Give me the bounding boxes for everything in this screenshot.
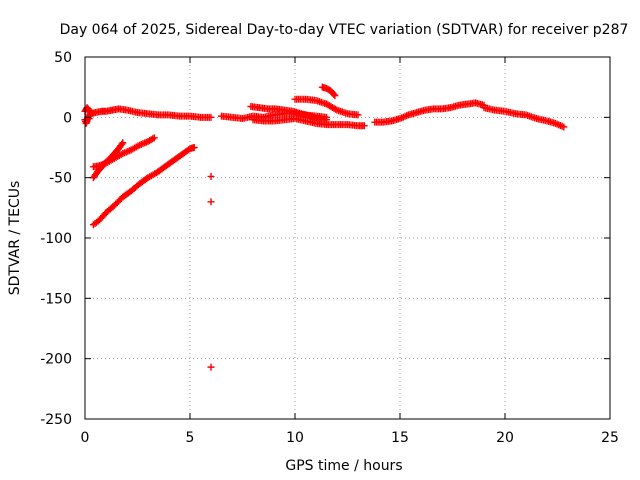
data-point	[560, 123, 568, 131]
x-tick-label: 15	[391, 430, 409, 446]
data-point	[150, 134, 158, 142]
x-tick-label: 10	[286, 430, 304, 446]
data-point	[85, 115, 93, 123]
data-point	[332, 105, 339, 113]
data-point	[354, 111, 362, 119]
y-tick-label: 50	[54, 50, 72, 66]
y-tick-label: 0	[63, 110, 72, 126]
x-tick-label: 25	[601, 430, 619, 446]
y-tick-labels: -250 -200 -150 -100 -50 0 50	[40, 50, 72, 428]
y-tick-label: -150	[40, 291, 72, 307]
x-tick-labels: 0 5 10 15 20 25	[81, 430, 619, 446]
chart-title: Day 064 of 2025, Sidereal Day-to-day VTE…	[60, 22, 629, 38]
data-point	[207, 363, 215, 371]
data-point	[207, 172, 215, 180]
data-point	[118, 140, 126, 148]
y-tick-label: -50	[49, 171, 72, 187]
data-point	[119, 139, 127, 147]
x-axis-title: GPS time / hours	[285, 458, 402, 474]
data-point	[207, 113, 215, 121]
x-tick-label: 0	[81, 430, 90, 446]
data-point	[360, 122, 368, 130]
data-point	[331, 92, 339, 100]
axis-ticks	[84, 56, 611, 420]
data-point	[149, 135, 157, 143]
x-tick-label: 5	[186, 430, 195, 446]
x-tick-label: 20	[496, 430, 514, 446]
y-tick-label: -250	[40, 412, 72, 428]
data-point	[190, 144, 198, 151]
data-point	[207, 198, 215, 206]
y-axis-title: SDTVAR / TECUs	[7, 181, 23, 296]
y-tick-label: -200	[40, 352, 72, 368]
data-point	[330, 90, 338, 98]
data-points	[81, 83, 568, 371]
y-tick-label: -100	[40, 231, 72, 247]
